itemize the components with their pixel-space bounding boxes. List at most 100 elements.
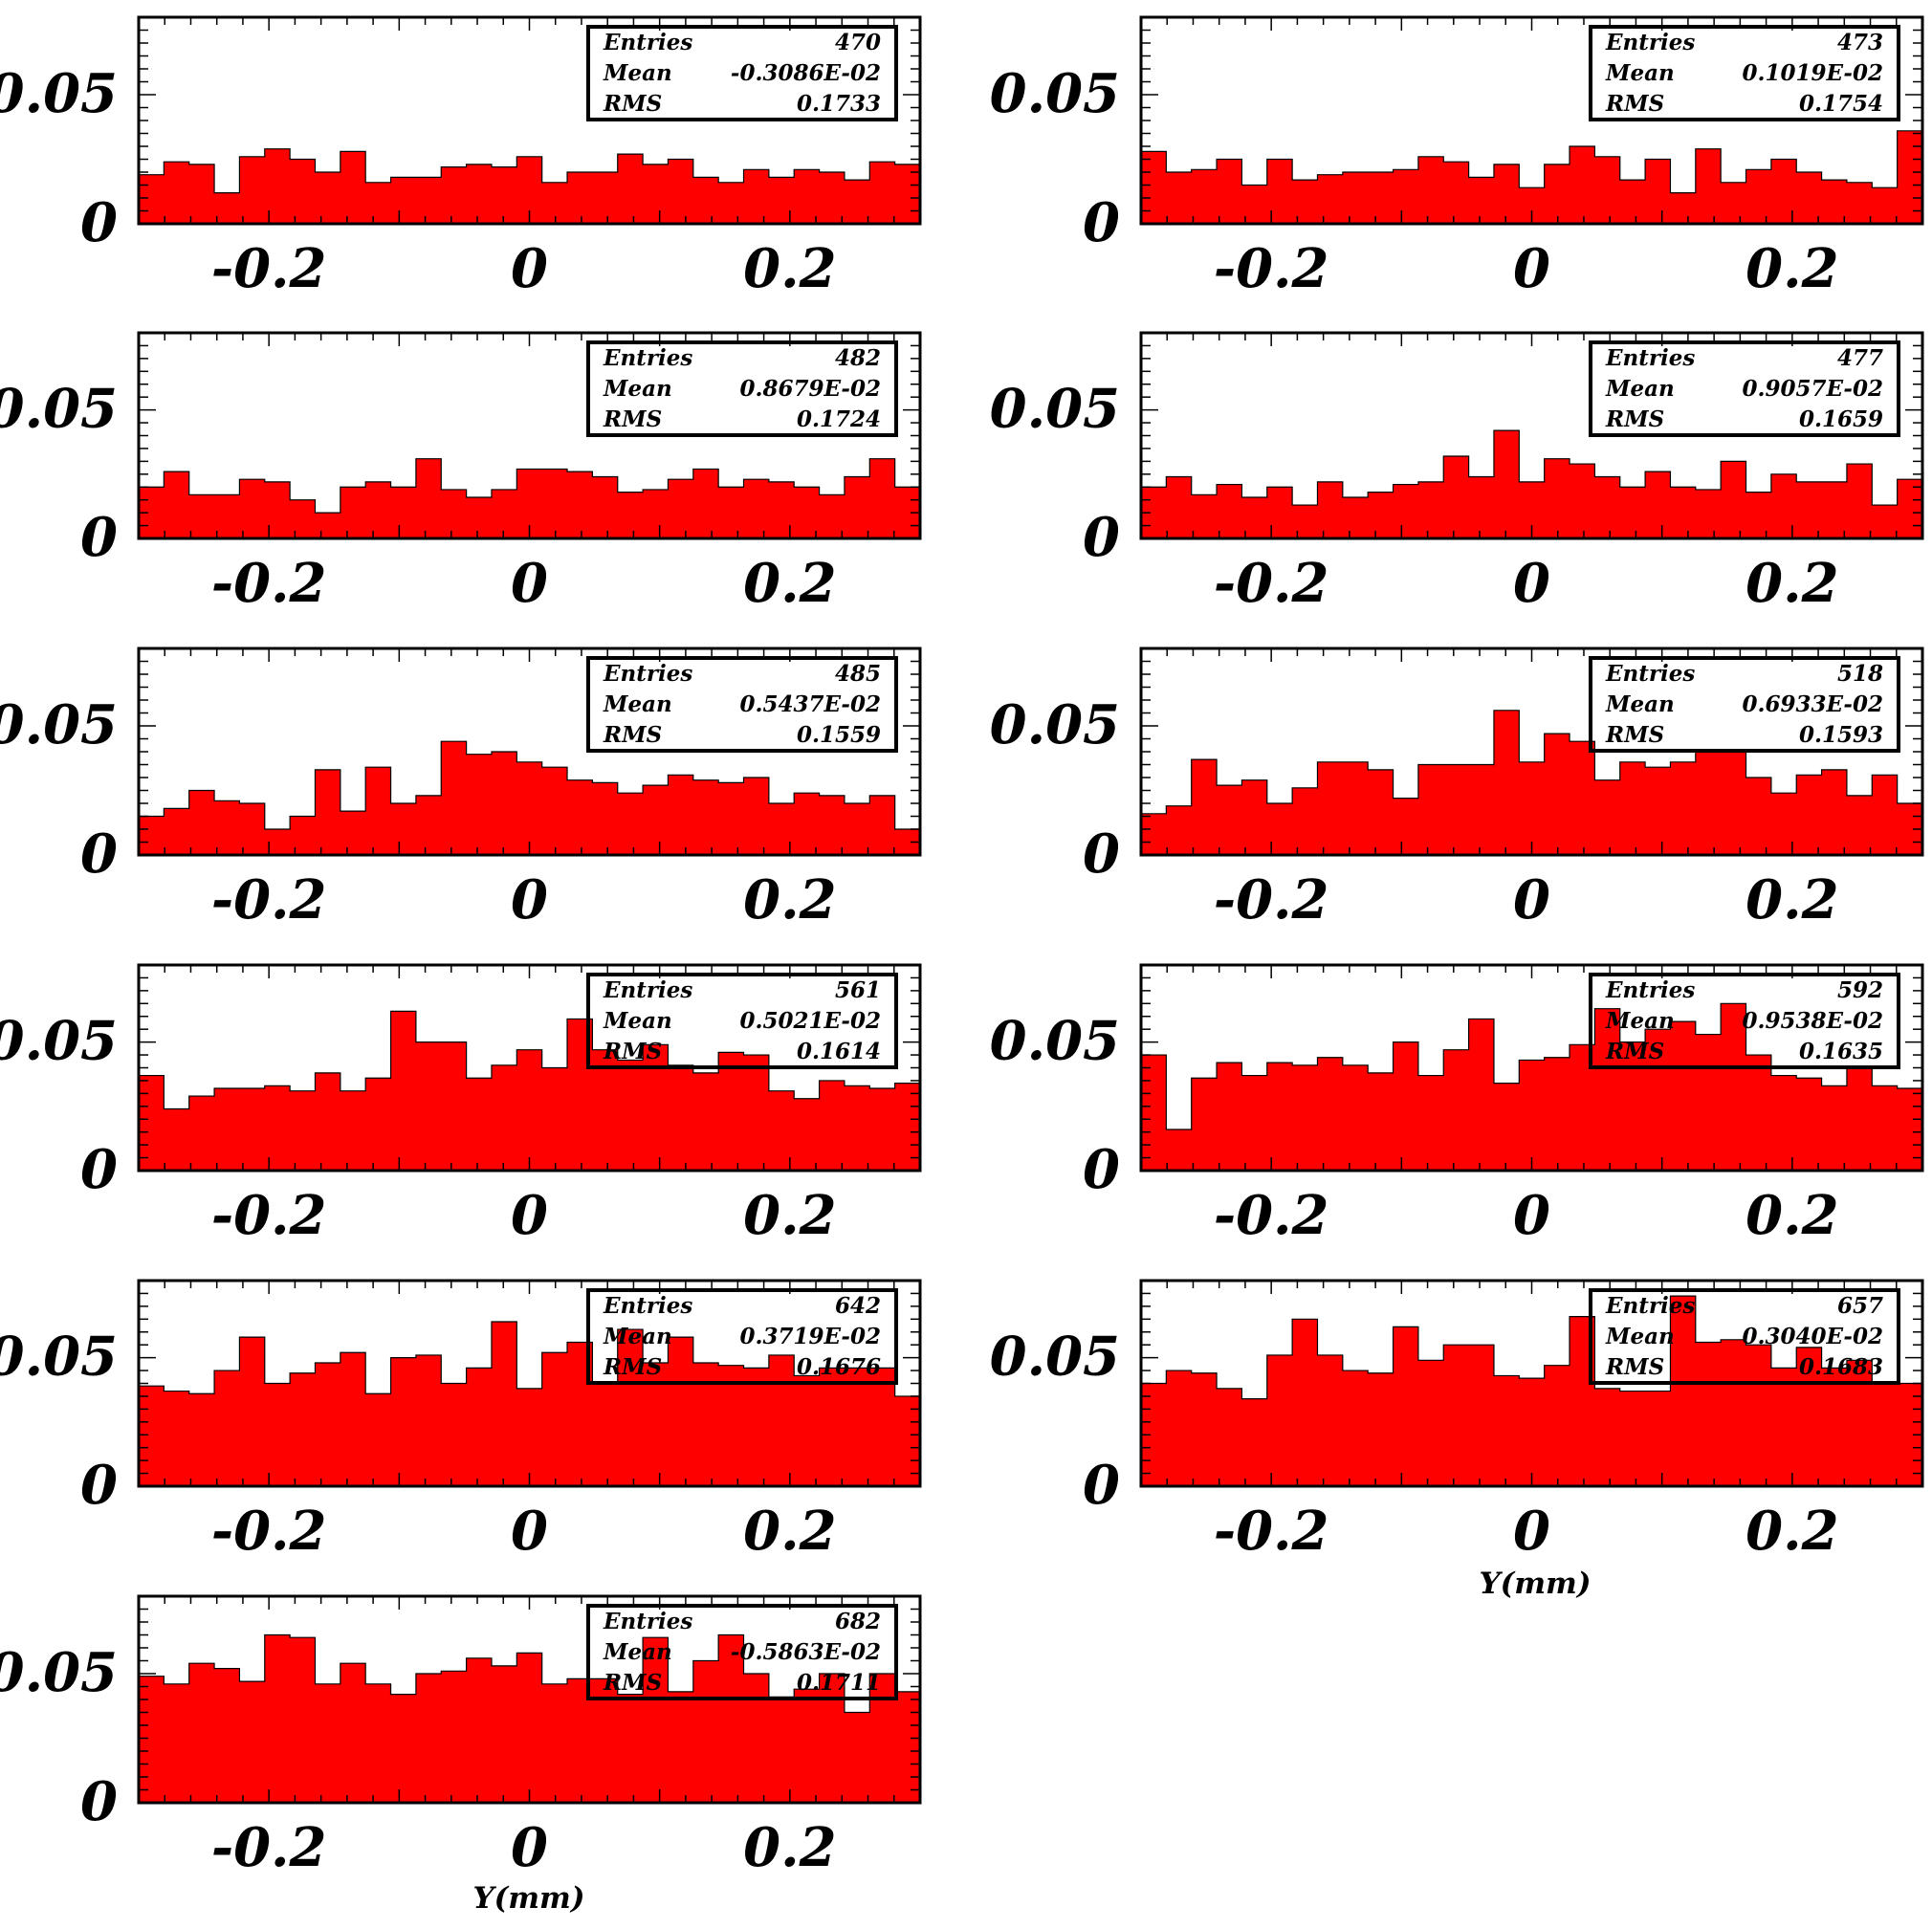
histogram-panel-10: 0 0.05 -0.2 0 0.2 Entries 657 Mean 0.3040E-02 RMS… (990, 1279, 1924, 1563)
stats-mean-label: Mean (603, 60, 672, 86)
x-tick-label: -0.2 (211, 237, 327, 300)
stats-rms-label: RMS (1605, 722, 1664, 748)
stats-entries-label: Entries (603, 345, 692, 371)
stats-entries-label: Entries (1605, 661, 1695, 687)
stats-rms-label: RMS (603, 406, 662, 432)
stats-mean-label: Mean (603, 1008, 672, 1034)
y-tick-label: 0 (80, 1138, 118, 1201)
x-tick-label: 0 (1513, 1184, 1550, 1247)
histogram-fill (138, 1321, 921, 1487)
y-tick-label: 0.05 (990, 1326, 1120, 1389)
stats-rms-value: 0.1733 (797, 91, 881, 117)
stats-rms-label: RMS (603, 91, 662, 117)
stats-box (586, 340, 898, 437)
y-tick-label: 0.05 (0, 1641, 118, 1704)
x-tick-label: 0 (1513, 552, 1550, 615)
x-tick-label: 0.2 (1745, 237, 1838, 300)
stats-mean-value: 0.9538E-02 (1742, 1008, 1883, 1034)
x-tick-label: 0 (511, 237, 548, 300)
stats-entries-value: 657 (1837, 1293, 1883, 1319)
stats-mean-value: -0.3086E-02 (731, 60, 881, 86)
stats-mean-label: Mean (603, 1639, 672, 1665)
stats-mean-value: 0.3719E-02 (739, 1324, 881, 1349)
stats-mean-value: 0.6933E-02 (1742, 691, 1883, 717)
histogram-fill (1140, 710, 1923, 856)
stats-entries-label: Entries (603, 1609, 692, 1634)
y-tick-label: 0.05 (0, 1326, 118, 1389)
stats-mean-label: Mean (603, 1324, 672, 1349)
stats-entries-value: 473 (1837, 30, 1883, 55)
x-tick-label: -0.2 (1214, 237, 1329, 300)
stats-box (1589, 1288, 1900, 1385)
histogram-fill (138, 458, 921, 539)
x-tick-label: 0.2 (1745, 868, 1838, 932)
x-tick-label: 0.2 (743, 1816, 836, 1879)
stats-rms-label: RMS (603, 1039, 662, 1064)
stats-entries-label: Entries (1605, 1293, 1695, 1319)
x-tick-label: 0.2 (743, 868, 836, 932)
stats-rms-value: 0.1593 (1799, 722, 1883, 748)
stats-mean-label: Mean (1605, 1008, 1675, 1034)
stats-entries-label: Entries (603, 1293, 692, 1319)
x-tick-label: -0.2 (211, 868, 327, 932)
histogram-fill (138, 148, 921, 225)
stats-rms-value: 0.1659 (1799, 406, 1883, 432)
histogram-panel-11: 0 0.05 -0.2 0 0.2 Entries 682 Mean -0.5863E-02 RM… (0, 1594, 922, 1879)
stats-rms-label: RMS (603, 1354, 662, 1380)
stats-box (586, 1604, 898, 1700)
y-tick-label: 0 (80, 822, 118, 886)
stats-entries-label: Entries (603, 977, 692, 1003)
stats-mean-label: Mean (603, 376, 672, 402)
x-axis-title: Y(mm) (1479, 1567, 1591, 1601)
histogram-fill (1140, 429, 1923, 539)
x-tick-label: -0.2 (211, 1500, 327, 1563)
stats-rms-label: RMS (1605, 1354, 1664, 1380)
stats-box (1589, 25, 1900, 121)
stats-box (1589, 973, 1900, 1069)
stats-box (586, 656, 898, 753)
stats-entries-value: 518 (1837, 661, 1883, 687)
x-tick-label: -0.2 (1214, 868, 1329, 932)
y-tick-label: 0 (80, 1770, 118, 1833)
y-tick-label: 0 (1083, 1138, 1120, 1201)
stats-entries-label: Entries (1605, 345, 1695, 371)
histogram-panel-5: 0 0.05 -0.2 0 0.2 Entries 485 Mean 0.5437E-02 RMS… (0, 647, 922, 932)
histogram-panel-8: 0 0.05 -0.2 0 0.2 Entries 592 Mean 0.9538E-02 RMS… (990, 963, 1924, 1247)
histogram-fill (138, 1633, 921, 1804)
x-tick-label: 0.2 (743, 552, 836, 615)
stats-mean-value: 0.8679E-02 (739, 376, 881, 402)
x-tick-label: -0.2 (1214, 1500, 1329, 1563)
stats-rms-value: 0.1676 (797, 1354, 881, 1380)
stats-rms-value: 0.1754 (1799, 91, 1883, 117)
y-tick-label: 0.05 (0, 1010, 118, 1073)
x-tick-label: 0 (1513, 237, 1550, 300)
histogram-fill (1140, 1295, 1923, 1487)
stats-mean-value: 0.5021E-02 (739, 1008, 881, 1034)
stats-mean-value: -0.5863E-02 (731, 1639, 881, 1665)
histogram-panel-6: 0 0.05 -0.2 0 0.2 Entries 518 Mean 0.6933E-02 RMS… (990, 647, 1924, 932)
y-tick-label: 0 (1083, 191, 1120, 254)
stats-box (586, 973, 898, 1069)
x-tick-label: -0.2 (211, 552, 327, 615)
stats-entries-value: 485 (835, 661, 881, 687)
y-tick-label: 0 (1083, 822, 1120, 886)
y-tick-label: 0 (1083, 1454, 1120, 1517)
x-tick-label: 0 (511, 1500, 548, 1563)
x-tick-label: 0 (511, 552, 548, 615)
stats-mean-label: Mean (603, 691, 672, 717)
stats-rms-value: 0.1683 (1799, 1354, 1883, 1380)
x-tick-label: 0.2 (1745, 1184, 1838, 1247)
x-tick-label: -0.2 (1214, 1184, 1329, 1247)
stats-mean-value: 0.5437E-02 (739, 691, 881, 717)
stats-entries-value: 642 (835, 1293, 881, 1319)
y-tick-label: 0 (80, 191, 118, 254)
x-tick-label: 0 (1513, 1500, 1550, 1563)
y-tick-label: 0.05 (990, 693, 1120, 756)
stats-rms-label: RMS (603, 1670, 662, 1696)
x-tick-label: 0.2 (743, 1500, 836, 1563)
stats-box (586, 25, 898, 121)
x-tick-label: -0.2 (1214, 552, 1329, 615)
stats-box (1589, 656, 1900, 753)
histogram-fill (1140, 1002, 1923, 1172)
